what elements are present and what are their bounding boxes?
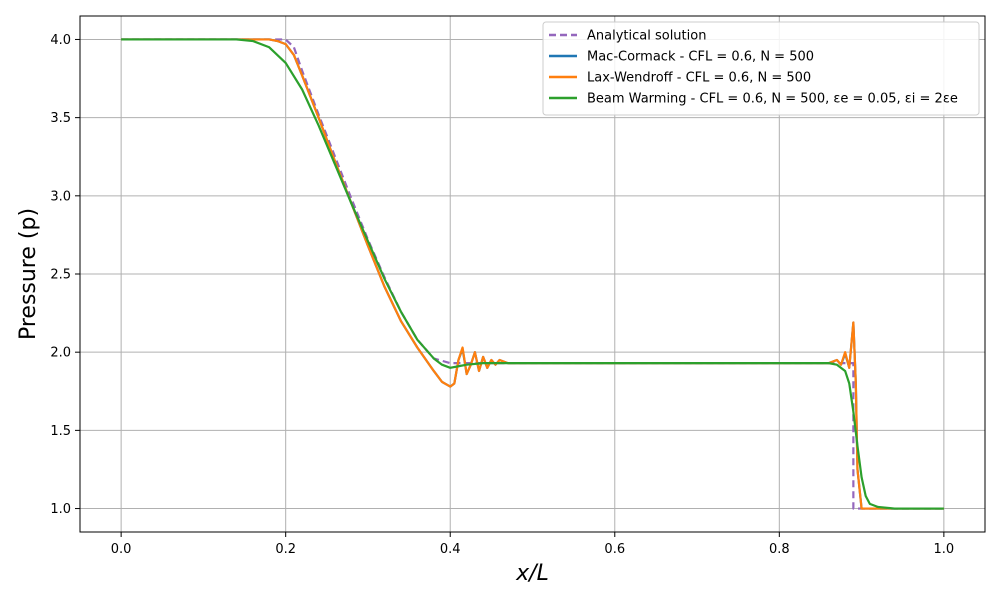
series-layer <box>121 38 944 510</box>
legend-label: Lax-Wendroff - CFL = 0.6, N = 500 <box>587 71 811 86</box>
series-beamwarming-line <box>121 38 944 510</box>
legend-label: Beam Warming - CFL = 0.6, N = 500, εe = … <box>587 92 958 107</box>
y-tick-label: 1.5 <box>50 424 71 439</box>
x-tick-label: 0.6 <box>604 542 625 557</box>
y-tick-label: 3.0 <box>50 189 71 204</box>
x-tick-label: 0.2 <box>275 542 296 557</box>
x-tick-label: 1.0 <box>934 542 955 557</box>
legend-item-beamwarming: Beam Warming - CFL = 0.6, N = 500, εe = … <box>549 92 958 107</box>
legend-item-maccormack: Mac-Cormack - CFL = 0.6, N = 500 <box>549 50 814 65</box>
y-tick-label: 2.5 <box>50 268 71 283</box>
y-tick-label: 1.0 <box>50 502 71 517</box>
x-axis-label: x/L <box>515 561 549 586</box>
x-tick-label: 0.0 <box>111 542 132 557</box>
y-tick-label: 2.0 <box>50 346 71 361</box>
legend-item-analytical: Analytical solution <box>549 29 706 44</box>
legend-box <box>542 21 980 116</box>
axis-ticks: 0.0 0.2 0.4 0.6 0.8 1.0 1.0 1.5 2.0 2.5 3.0 3.5 4.0 <box>50 33 954 557</box>
legend-label: Mac-Cormack - CFL = 0.6, N = 500 <box>587 50 814 65</box>
legend: Analytical solution Mac-Cormack - CFL = 0… <box>542 21 980 116</box>
y-axis-label: Pressure (p) <box>16 208 41 340</box>
legend-item-laxwendroff: Lax-Wendroff - CFL = 0.6, N = 500 <box>549 71 811 86</box>
y-tick-label: 4.0 <box>50 33 71 48</box>
legend-label: Analytical solution <box>587 29 706 44</box>
x-tick-label: 0.8 <box>769 542 790 557</box>
x-tick-label: 0.4 <box>440 542 461 557</box>
y-tick-label: 3.5 <box>50 111 71 126</box>
